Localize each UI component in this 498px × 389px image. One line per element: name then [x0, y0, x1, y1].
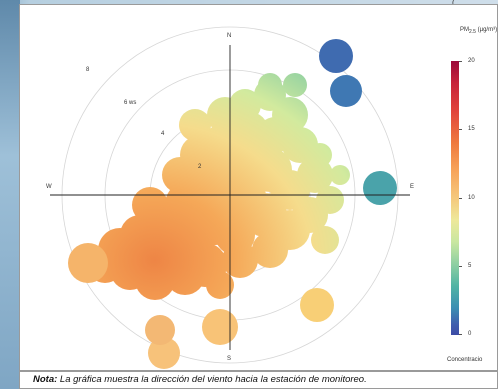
background-strip	[0, 0, 20, 389]
colorbar-tickmark	[459, 198, 462, 199]
figure-caption: Nota: La gráfica muestra la dirección de…	[19, 371, 498, 389]
chart-frame: N E S W 2 4 6 ws 8 PM2.5 (µg/m³) 20 15 1…	[19, 4, 498, 371]
colorbar-tickmark	[459, 266, 462, 267]
colorbar-tick-5: 5	[468, 263, 472, 269]
blob-sse	[300, 288, 334, 322]
colorbar-tick-15: 15	[468, 126, 475, 132]
colorbar-caption: Concentracio	[447, 357, 483, 363]
ring-label-6: 6 ws	[124, 100, 136, 106]
colorbar-tick-10: 10	[468, 195, 475, 201]
ring-label-2: 2	[198, 164, 202, 170]
compass-w: W	[46, 184, 52, 190]
ring-label-4: 4	[161, 131, 165, 137]
compass-e: E	[410, 184, 414, 190]
top-fragment: (	[452, 0, 455, 7]
colorbar-tickmark	[459, 61, 462, 62]
colorbar-tickmark	[459, 129, 462, 130]
compass-n: N	[227, 33, 231, 39]
blob-wsw	[68, 243, 108, 283]
colorbar	[451, 61, 459, 335]
blob-ne-near	[330, 75, 362, 107]
colorbar-tick-20: 20	[468, 58, 475, 64]
colorbar-tick-0: 0	[468, 331, 472, 337]
blob-south	[202, 309, 238, 345]
outlier-blobs	[68, 39, 397, 369]
blob-sw-far	[145, 315, 175, 345]
blob-ne-far	[319, 39, 353, 73]
blob-ssw	[148, 337, 180, 369]
caption-lead: Nota:	[33, 374, 58, 385]
caption-text: La gráfica muestra la dirección del vien…	[57, 374, 367, 385]
compass-axes	[50, 45, 410, 350]
blob-east	[363, 171, 397, 205]
colorbar-tickmark	[459, 334, 462, 335]
polar-plot: N E S W 2 4 6 ws 8	[46, 26, 414, 369]
compass-s: S	[227, 356, 231, 362]
ring-label-8: 8	[86, 67, 90, 73]
colorbar-title: PM2.5 (µg/m³)	[460, 27, 498, 36]
